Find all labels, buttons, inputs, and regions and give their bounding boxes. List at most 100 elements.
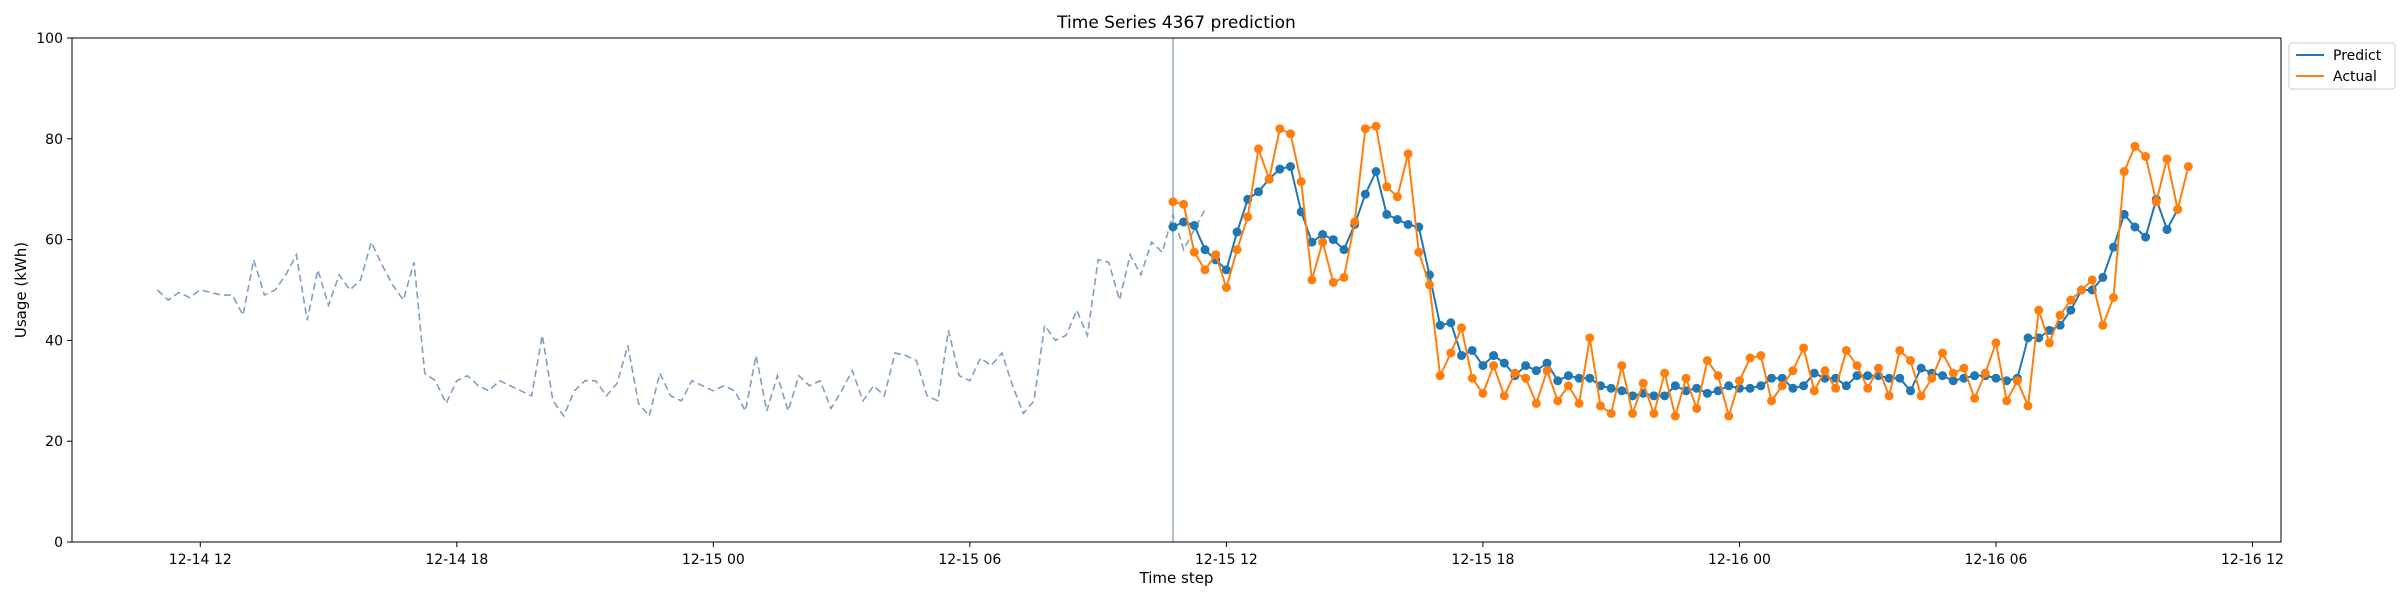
- data-point-actual: [2183, 162, 2193, 172]
- data-point-actual: [1200, 265, 1210, 275]
- data-point-actual: [1467, 373, 1477, 383]
- data-point-actual: [1350, 217, 1360, 227]
- data-point-actual: [2151, 197, 2161, 207]
- data-point-actual: [1264, 174, 1274, 184]
- x-tick-label: 12-16 12: [2221, 552, 2284, 568]
- data-point-actual: [1724, 411, 1734, 421]
- data-point-actual: [1905, 356, 1915, 366]
- data-point-actual: [1489, 361, 1499, 371]
- data-point-predict: [1232, 227, 1242, 237]
- data-point-predict: [1863, 371, 1873, 381]
- data-point-actual: [1414, 247, 1424, 257]
- data-point-actual: [1510, 368, 1520, 378]
- data-point-actual: [1275, 124, 1285, 134]
- y-tick-label: 60: [45, 233, 63, 249]
- data-point-actual: [1243, 212, 1253, 222]
- data-point-actual: [2034, 305, 2044, 315]
- data-point-actual: [1574, 398, 1584, 408]
- data-point-predict: [1884, 373, 1894, 383]
- data-point-predict: [1189, 220, 1199, 230]
- x-tick-label: 12-15 00: [682, 552, 745, 568]
- data-point-actual: [1638, 378, 1648, 388]
- data-point-actual: [1531, 398, 1541, 408]
- data-point-actual: [1328, 277, 1338, 287]
- data-point-actual: [1713, 371, 1723, 381]
- data-point-actual: [1403, 149, 1413, 159]
- data-point-actual: [2044, 338, 2054, 348]
- data-point-actual: [2087, 275, 2097, 285]
- data-point-predict: [1617, 386, 1627, 396]
- data-point-actual: [1542, 366, 1552, 376]
- data-point-predict: [1328, 235, 1338, 245]
- data-point-predict: [1745, 383, 1755, 393]
- data-point-predict: [1670, 381, 1680, 391]
- data-point-actual: [2119, 167, 2129, 177]
- data-point-actual: [1745, 353, 1755, 363]
- data-point-predict: [1168, 222, 1178, 232]
- x-axis-title: Time step: [1139, 569, 1214, 587]
- data-point-predict: [1435, 320, 1445, 330]
- data-point-actual: [1232, 245, 1242, 255]
- data-point-actual: [1841, 345, 1851, 355]
- data-point-actual: [2162, 154, 2172, 164]
- data-point-actual: [1991, 338, 2001, 348]
- data-point-actual: [2002, 396, 2012, 406]
- data-point-actual: [1628, 408, 1638, 418]
- data-point-predict: [2044, 325, 2054, 335]
- data-point-actual: [1211, 250, 1221, 260]
- data-point-actual: [1948, 368, 1958, 378]
- data-point-predict: [2141, 232, 2151, 242]
- data-point-predict: [1841, 381, 1851, 391]
- data-point-predict: [1606, 383, 1616, 393]
- data-point-actual: [1392, 192, 1402, 202]
- data-point-actual: [1435, 371, 1445, 381]
- data-point-actual: [1831, 383, 1841, 393]
- data-point-predict: [1253, 187, 1263, 197]
- data-point-actual: [1734, 376, 1744, 386]
- data-point-actual: [1253, 144, 1263, 154]
- history-line: [156, 208, 1206, 418]
- data-point-actual: [1959, 363, 1969, 373]
- x-tick-label: 12-14 12: [169, 552, 232, 568]
- data-point-actual: [1820, 366, 1830, 376]
- data-point-predict: [1938, 371, 1948, 381]
- data-point-predict: [1852, 371, 1862, 381]
- data-point-predict: [1948, 376, 1958, 386]
- y-tick-label: 80: [45, 132, 63, 148]
- data-point-predict: [2119, 209, 2129, 219]
- data-point-predict: [1553, 376, 1563, 386]
- data-point-actual: [2141, 151, 2151, 161]
- data-point-actual: [1553, 396, 1563, 406]
- data-point-actual: [2109, 293, 2119, 303]
- data-point-predict: [1767, 373, 1776, 383]
- data-point-predict: [1905, 386, 1915, 396]
- data-point-predict: [2162, 225, 2172, 235]
- data-point-actual: [1916, 391, 1926, 401]
- plot-area: [156, 38, 2193, 542]
- data-point-actual: [1499, 391, 1509, 401]
- data-point-actual: [1424, 280, 1434, 290]
- data-point-predict: [1702, 388, 1712, 398]
- data-point-predict: [1499, 358, 1509, 368]
- y-tick-label: 20: [45, 434, 63, 450]
- data-point-actual: [1970, 393, 1980, 403]
- data-point-actual: [1927, 373, 1937, 383]
- data-point-predict: [1724, 381, 1734, 391]
- data-point-predict: [1660, 391, 1670, 401]
- data-point-actual: [1777, 381, 1787, 391]
- data-point-actual: [1478, 388, 1488, 398]
- data-point-predict: [1713, 386, 1723, 396]
- data-point-predict: [1895, 373, 1905, 383]
- x-tick-label: 12-15 18: [1451, 552, 1514, 568]
- data-point-predict: [1339, 245, 1349, 255]
- data-point-predict: [1307, 237, 1317, 247]
- data-point-predict: [1392, 214, 1402, 224]
- data-point-actual: [1799, 343, 1809, 353]
- x-tick-label: 12-14 18: [425, 552, 488, 568]
- chart-title: Time Series 4367 prediction: [1056, 13, 1296, 33]
- data-point-actual: [2130, 141, 2140, 151]
- data-point-predict: [1916, 363, 1926, 373]
- data-point-predict: [2023, 333, 2033, 343]
- data-point-actual: [2023, 401, 2033, 411]
